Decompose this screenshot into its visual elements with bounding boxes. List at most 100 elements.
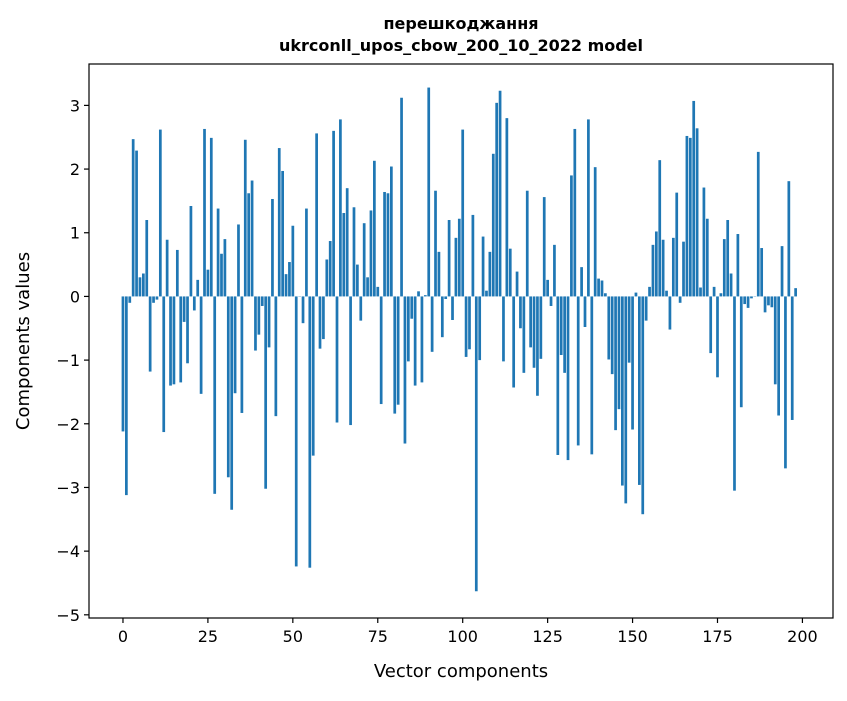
bar — [200, 296, 203, 393]
bar — [339, 119, 342, 296]
bar — [169, 296, 172, 385]
y-tick-label: 3 — [70, 96, 80, 115]
bar — [261, 296, 264, 306]
bar — [550, 296, 553, 306]
bar — [774, 296, 777, 384]
bar — [237, 224, 240, 296]
x-tick-label: 0 — [118, 627, 128, 646]
bar — [234, 296, 237, 393]
bar — [356, 265, 359, 297]
bar — [353, 207, 356, 296]
bar — [407, 296, 410, 361]
bar — [461, 130, 464, 297]
bar — [302, 296, 305, 323]
bar — [213, 296, 216, 493]
bar — [645, 296, 648, 320]
bar — [611, 296, 614, 374]
bar — [635, 293, 638, 297]
bar — [125, 296, 128, 495]
bar — [417, 291, 420, 296]
bar — [427, 88, 430, 297]
bar — [224, 239, 227, 296]
bar — [373, 161, 376, 297]
y-tick-label: −1 — [56, 351, 80, 370]
bar — [655, 231, 658, 296]
bar — [366, 277, 369, 296]
bar — [166, 240, 169, 297]
bar — [183, 296, 186, 321]
y-tick-label: −5 — [56, 606, 80, 625]
bar — [502, 296, 505, 361]
bar — [258, 296, 261, 334]
bar — [264, 296, 267, 488]
bar — [251, 181, 254, 297]
bar — [220, 254, 223, 297]
bar — [431, 296, 434, 351]
bar — [543, 197, 546, 296]
bar — [285, 274, 288, 296]
bar — [254, 296, 257, 350]
bar — [638, 296, 641, 484]
bar — [716, 296, 719, 377]
bar — [468, 296, 471, 349]
bar — [410, 296, 413, 318]
bar — [173, 296, 176, 384]
bar — [159, 130, 162, 297]
bar — [522, 296, 525, 372]
bar — [482, 237, 485, 297]
bar — [128, 296, 131, 302]
bar — [438, 252, 441, 297]
bar — [132, 139, 135, 296]
bar — [455, 238, 458, 297]
bar — [662, 240, 665, 297]
bar — [787, 181, 790, 296]
bar — [393, 296, 396, 413]
bar — [590, 296, 593, 454]
bar — [703, 188, 706, 297]
bar — [207, 270, 210, 297]
bar — [624, 296, 627, 503]
bar — [142, 274, 145, 297]
bar — [271, 199, 274, 296]
bar — [516, 272, 519, 297]
bar — [444, 296, 447, 299]
bar — [791, 296, 794, 420]
bar — [156, 296, 159, 299]
bar — [570, 175, 573, 296]
bar — [458, 219, 461, 297]
bar — [686, 136, 689, 296]
y-tick-label: 1 — [70, 224, 80, 243]
bar — [689, 138, 692, 297]
bar — [247, 193, 250, 296]
x-axis-label: Vector components — [374, 661, 548, 682]
bar — [669, 296, 672, 329]
bar — [699, 288, 702, 297]
bar — [278, 148, 281, 296]
bar — [305, 209, 308, 297]
bar — [179, 296, 182, 382]
bar — [152, 296, 155, 302]
x-tick-label: 100 — [447, 627, 478, 646]
bar — [757, 152, 760, 297]
bar — [777, 296, 780, 415]
bar — [506, 118, 509, 296]
bar — [268, 296, 271, 347]
bar — [145, 220, 148, 296]
bar — [679, 296, 682, 302]
chart-subtitle: ukrconll_upos_cbow_200_10_2022 model — [279, 36, 643, 55]
bar — [577, 296, 580, 445]
bar — [648, 287, 651, 297]
bar — [767, 296, 770, 305]
bar — [424, 295, 427, 296]
bar — [519, 296, 522, 328]
bar — [740, 296, 743, 407]
bar — [794, 288, 797, 296]
bar — [196, 280, 199, 297]
bar — [332, 131, 335, 297]
bar — [203, 129, 206, 296]
x-tick-label: 25 — [198, 627, 218, 646]
bar — [230, 296, 233, 509]
x-tick-label: 75 — [368, 627, 388, 646]
bar — [325, 259, 328, 296]
